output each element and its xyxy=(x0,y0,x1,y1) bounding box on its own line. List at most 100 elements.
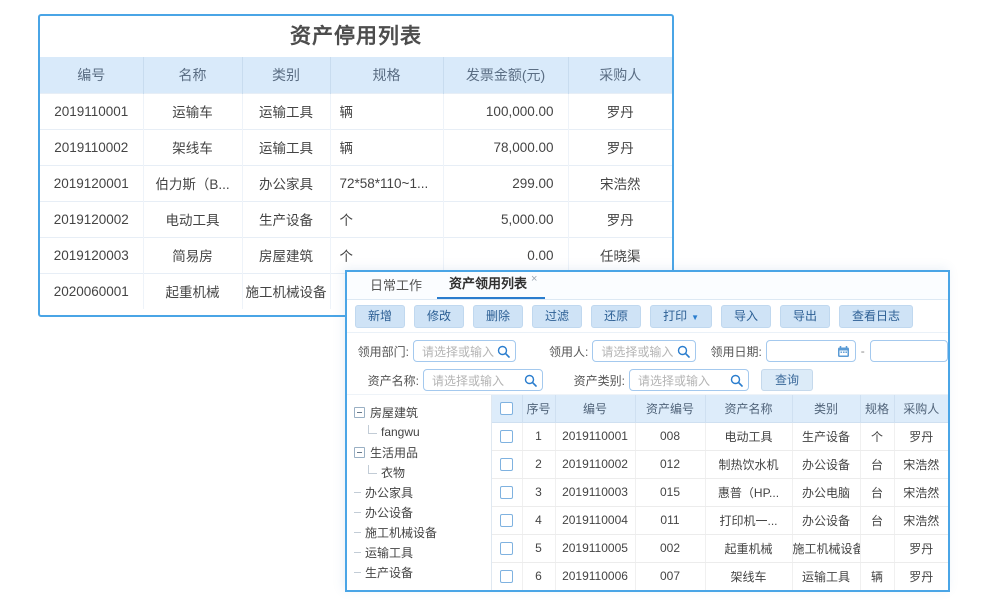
tree-tick-icon xyxy=(354,551,361,553)
asset-no-link[interactable]: 012 xyxy=(635,450,706,479)
tree-item-child[interactable]: 衣物 xyxy=(354,462,491,482)
tree-item-label: 办公家具 xyxy=(365,485,414,500)
select-all-cell xyxy=(492,395,523,423)
close-icon[interactable]: × xyxy=(531,273,538,285)
asset-name-input[interactable]: 请选择或输入 xyxy=(423,369,543,391)
asset-name-link[interactable]: 制热饮水机 xyxy=(705,450,793,479)
asset-buyer-link[interactable]: 罗丹 xyxy=(568,128,672,165)
print-button[interactable]: 打印 ▼ xyxy=(650,304,713,328)
view-log-button[interactable]: 查看日志 xyxy=(839,304,914,328)
row-id-link[interactable]: 2019110003 xyxy=(555,478,636,507)
asset-name-link[interactable]: 架线车 xyxy=(705,562,793,590)
toolbar: 新增 修改 删除 过滤 还原 打印 ▼ 导入 导出 查看日志 xyxy=(347,300,948,333)
tree-item-leaf[interactable]: 施工机械设备 xyxy=(354,522,491,542)
row-id-link[interactable]: 2019110004 xyxy=(555,506,636,535)
row-checkbox[interactable] xyxy=(500,570,514,584)
asset-no-link[interactable]: 011 xyxy=(635,506,706,535)
tab-bar: 日常工作 资产领用列表 × xyxy=(347,272,948,300)
asset-spec: 个 xyxy=(330,200,444,237)
search-icon[interactable] xyxy=(497,345,511,358)
buyer-link[interactable]: 罗丹 xyxy=(894,562,948,590)
tab-requisition-list[interactable]: 资产领用列表 × xyxy=(437,272,546,299)
asset-name-link[interactable]: 架线车 xyxy=(143,128,243,165)
row-checkbox[interactable] xyxy=(500,514,514,528)
asset-name-link[interactable]: 起重机械 xyxy=(705,534,793,563)
row-index: 6 xyxy=(522,562,556,590)
asset-name-link[interactable]: 运输车 xyxy=(143,92,243,129)
row-index: 2 xyxy=(522,450,556,479)
col-header-category: 类别 xyxy=(242,57,331,93)
asset-id-link[interactable]: 2019120003 xyxy=(40,236,144,273)
asset-name-link[interactable]: 简易房 xyxy=(143,236,243,273)
buyer-link[interactable]: 罗丹 xyxy=(894,422,948,451)
tree-item-parent[interactable]: 生活用品 xyxy=(354,442,491,462)
user-input[interactable]: 请选择或输入 xyxy=(592,340,696,362)
col-header-asset-name: 资产名称 xyxy=(705,395,793,423)
asset-amount: 299.00 xyxy=(443,164,569,201)
row-id-link[interactable]: 2019110006 xyxy=(555,562,636,590)
filter-area: 领用部门: 请选择或输入 领用人: 请选择或输入 领用日期: xyxy=(347,333,948,394)
asset-id-link[interactable]: 2019120002 xyxy=(40,200,144,237)
col-header-spec: 规格 xyxy=(330,57,444,93)
asset-no-link[interactable]: 008 xyxy=(635,422,706,451)
row-checkbox[interactable] xyxy=(500,458,514,472)
collapse-icon[interactable] xyxy=(354,446,365,458)
row-checkbox[interactable] xyxy=(500,542,514,556)
asset-buyer-link[interactable]: 宋浩然 xyxy=(568,164,672,201)
asset-no-link[interactable]: 007 xyxy=(635,562,706,590)
delete-button[interactable]: 删除 xyxy=(473,304,524,328)
asset-name-link[interactable]: 惠普（HP... xyxy=(705,478,793,507)
asset-name-link[interactable]: 伯力斯（B... xyxy=(143,164,243,201)
asset-name-link[interactable]: 电动工具 xyxy=(143,200,243,237)
buyer-link[interactable]: 宋浩然 xyxy=(894,506,948,535)
row-checkbox[interactable] xyxy=(500,430,514,444)
asset-id-link[interactable]: 2019110001 xyxy=(40,92,144,129)
select-all-checkbox[interactable] xyxy=(500,402,514,416)
buyer-link[interactable]: 宋浩然 xyxy=(894,450,948,479)
buyer-link[interactable]: 宋浩然 xyxy=(894,478,948,507)
asset-buyer-link[interactable]: 任晓渠 xyxy=(568,236,672,273)
dept-input[interactable]: 请选择或输入 xyxy=(412,340,517,362)
asset-name-link[interactable]: 电动工具 xyxy=(705,422,793,451)
tree-item-parent[interactable]: 房屋建筑 xyxy=(354,402,491,422)
add-button[interactable]: 新增 xyxy=(355,304,406,328)
asset-no-link[interactable]: 015 xyxy=(635,478,706,507)
asset-name-link[interactable]: 起重机械 xyxy=(143,272,243,309)
asset-category-input[interactable]: 请选择或输入 xyxy=(629,369,749,391)
tree-item-leaf[interactable]: 办公家具 xyxy=(354,482,491,502)
date-to-input[interactable] xyxy=(869,340,948,362)
search-icon[interactable] xyxy=(524,374,537,387)
calendar-icon[interactable] xyxy=(837,345,850,358)
tree-item-child[interactable]: fangwu xyxy=(354,422,491,442)
row-id-link[interactable]: 2019110005 xyxy=(555,534,636,563)
tree-item-leaf[interactable]: 生产设备 xyxy=(354,562,491,582)
search-icon[interactable] xyxy=(677,345,690,358)
row-id-link[interactable]: 2019110002 xyxy=(555,450,636,479)
asset-id-link[interactable]: 2019110002 xyxy=(40,128,144,165)
tab-daily-work[interactable]: 日常工作 xyxy=(355,273,437,299)
asset-buyer-link[interactable]: 罗丹 xyxy=(568,92,672,129)
restore-button[interactable]: 还原 xyxy=(591,304,642,328)
col-header-asset-no: 资产编号 xyxy=(635,395,706,423)
filter-button[interactable]: 过滤 xyxy=(532,304,583,328)
tree-item-leaf[interactable]: 办公设备 xyxy=(354,502,491,522)
search-icon[interactable] xyxy=(730,374,743,387)
asset-buyer-link[interactable]: 罗丹 xyxy=(568,200,672,237)
edit-button[interactable]: 修改 xyxy=(414,304,465,328)
asset-name-link[interactable]: 打印机一... xyxy=(705,506,793,535)
date-from-input[interactable] xyxy=(765,340,856,362)
row-checkbox[interactable] xyxy=(500,486,514,500)
tree-tick-icon xyxy=(354,511,361,513)
import-button[interactable]: 导入 xyxy=(721,304,772,328)
row-id-link[interactable]: 2019110001 xyxy=(555,422,636,451)
col-header-category: 类别 xyxy=(792,395,861,423)
asset-no-link[interactable]: 002 xyxy=(635,534,706,563)
asset-id-link[interactable]: 2019120001 xyxy=(40,164,144,201)
collapse-icon[interactable] xyxy=(354,406,365,418)
asset-id-link[interactable]: 2020060001 xyxy=(40,272,144,309)
buyer-link[interactable]: 罗丹 xyxy=(894,534,948,563)
export-button[interactable]: 导出 xyxy=(780,304,831,328)
asset-category: 生产设备 xyxy=(242,200,331,237)
query-button[interactable]: 查询 xyxy=(761,369,814,391)
tree-item-leaf[interactable]: 运输工具 xyxy=(354,542,491,562)
